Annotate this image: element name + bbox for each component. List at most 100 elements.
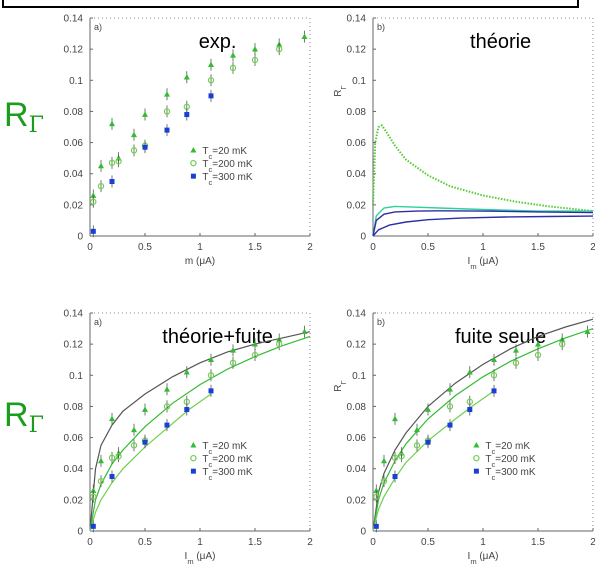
data-point [230, 347, 236, 353]
y-tick-label: 0 [77, 232, 83, 243]
y-tick-label: 0.08 [64, 107, 84, 118]
x-tick-label: 1 [197, 242, 203, 253]
data-point [276, 340, 283, 348]
data-point [373, 487, 380, 493]
legend-entry: Tc=20 mK [202, 441, 247, 456]
y-tick-label: 0.04 [64, 169, 84, 180]
figure-frame [2, 0, 579, 8]
y-tick-label: 0.12 [64, 340, 84, 351]
data-point [373, 493, 380, 500]
data-point [108, 159, 116, 167]
chart-title: théorie+fuite [162, 326, 273, 348]
y-tick-label: 0.12 [347, 45, 367, 56]
chart-panel-1: 0 0.02 0.04 0.06 0.08 0.1 0.12 0.14 0 0.5 1 1.5 2 m (… [64, 14, 314, 268]
data-point [130, 147, 138, 154]
data-point [90, 228, 96, 234]
data-point [183, 73, 190, 80]
legend-entry: Tc=200 mK [202, 159, 252, 174]
y-tick-label: 0.06 [347, 138, 367, 149]
y-tick-label: 0.02 [347, 495, 367, 506]
data-point [381, 457, 387, 464]
data-point [115, 453, 122, 460]
data-point [98, 162, 104, 169]
data-point [109, 415, 115, 422]
x-tick-label: 0.5 [138, 537, 152, 548]
data-point [446, 403, 454, 410]
panel-letter: a) [94, 317, 102, 327]
data-point [109, 474, 115, 479]
y-tick-label: 0.1 [352, 76, 366, 87]
theory-curve-4 [372, 215, 594, 237]
data-point [447, 422, 453, 428]
y-tick-label: 0.12 [347, 340, 367, 351]
data-point [184, 112, 190, 118]
data-point [131, 426, 137, 433]
x-tick-label: 1.5 [531, 242, 545, 253]
legend-entry: Tc=20 mK [485, 441, 530, 456]
data-point [584, 328, 591, 334]
data-point [251, 56, 259, 64]
data-point [90, 493, 97, 500]
data-point [142, 111, 148, 117]
y-tick-label: 0.06 [64, 433, 84, 444]
legend-marker [473, 454, 480, 462]
data-point [164, 386, 170, 392]
data-point [97, 477, 105, 485]
legend-marker [473, 441, 480, 448]
x-tick-label: 0 [87, 537, 93, 548]
legend-marker [190, 468, 196, 474]
y-tick-label: 0.08 [64, 402, 84, 413]
data-point [512, 359, 520, 367]
data-point [130, 442, 138, 449]
fit-curve-3 [89, 393, 212, 532]
data-point [208, 356, 214, 363]
x-tick-label: 2 [307, 537, 313, 548]
data-point [164, 91, 170, 97]
x-tick-label: 1 [197, 537, 203, 548]
data-point [425, 406, 431, 412]
x-tick-label: 1 [480, 242, 486, 253]
x-tick-label: 1.5 [531, 537, 545, 548]
data-point [391, 454, 399, 462]
data-point [252, 45, 258, 52]
x-tick-label: 1.5 [248, 242, 262, 253]
data-point [513, 347, 519, 353]
x-tick-label: 2 [590, 537, 595, 548]
data-point [491, 356, 497, 363]
x-tick-label: 1.5 [248, 537, 262, 548]
data-point [301, 33, 308, 39]
data-point [413, 442, 421, 449]
panel-letter: b) [377, 317, 385, 327]
chart-panel-4: 0 0.02 0.04 0.06 0.08 0.1 0.12 0.14 0 0.5 1 1.5 2 Im … [333, 309, 595, 566]
x-tick-label: 1 [480, 537, 486, 548]
data-point [229, 64, 237, 72]
x-axis-label: Im (μA) [185, 551, 216, 566]
y-tick-label: 0.1 [69, 76, 83, 87]
y-tick-label: 0.14 [347, 309, 367, 320]
legend-marker [190, 454, 197, 462]
data-point [90, 487, 97, 493]
y-tick-label: 0.14 [64, 309, 84, 320]
data-point [534, 351, 542, 359]
theory-curve-3 [372, 210, 594, 237]
fit-curve-2 [372, 328, 594, 532]
data-point [490, 372, 498, 379]
data-point [466, 368, 473, 375]
panel-letter: a) [94, 22, 102, 32]
data-point [183, 368, 190, 375]
data-point [142, 406, 148, 412]
x-tick-label: 0 [87, 242, 93, 253]
data-point [398, 453, 405, 460]
data-point [184, 407, 190, 413]
fit-curve-1 [372, 318, 594, 532]
data-point [559, 340, 566, 348]
legend-entry: Tc=20 mK [202, 146, 247, 161]
data-point [535, 340, 541, 347]
y-tick-label: 0.14 [64, 14, 84, 25]
data-point [491, 388, 497, 394]
y-tick-label: 0.08 [347, 107, 367, 118]
data-point [164, 422, 170, 428]
data-point [131, 131, 137, 138]
legend-marker [190, 441, 197, 448]
y-tick-label: 0 [77, 527, 83, 538]
